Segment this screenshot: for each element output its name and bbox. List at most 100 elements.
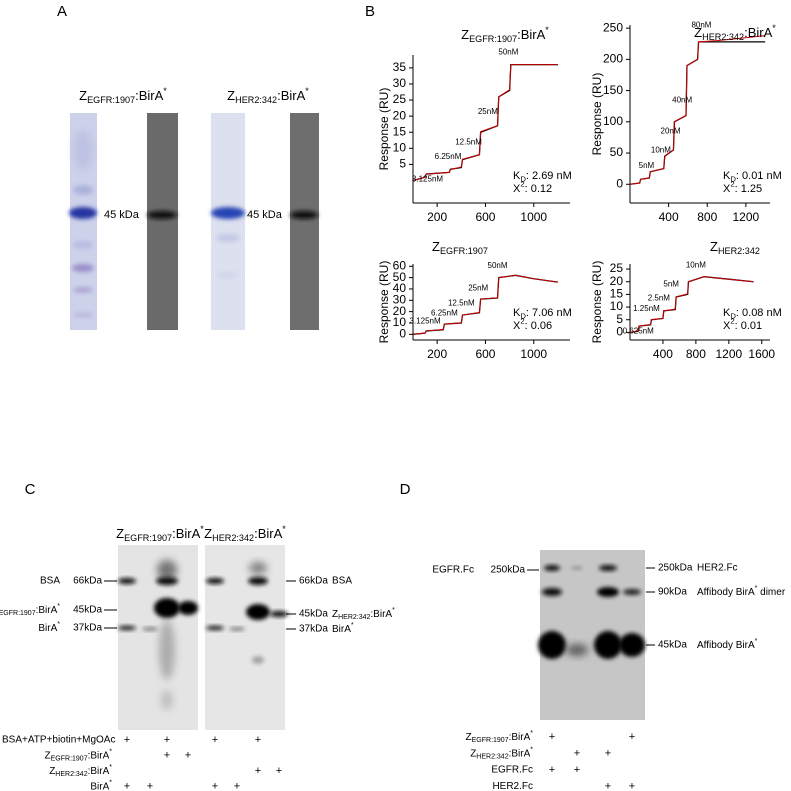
lane-mark: +: [605, 780, 611, 791]
x-tick-label: 400: [653, 347, 673, 361]
marker-name: HER2.Fc: [697, 563, 738, 574]
lane-mark: +: [124, 780, 130, 791]
sensorgram-line: [629, 276, 754, 333]
gel-title: ZHER2:342:BirA*: [204, 524, 286, 543]
y-tick-label: 60: [393, 258, 407, 272]
row-label-part: :BirA: [88, 766, 110, 777]
y-axis-label: Response (RU): [590, 261, 604, 344]
row-label-part: EGFR:1907: [472, 737, 509, 744]
gel-band: [72, 264, 94, 272]
y-axis-label: Response (RU): [377, 261, 391, 344]
gel-lane: [290, 113, 319, 330]
gel-band: [216, 234, 240, 242]
gel-title-part: *: [163, 86, 167, 96]
row-label: ZEGFR:1907:BirA*: [45, 748, 113, 762]
gel-lane: [211, 113, 245, 330]
y-tick-label: 50: [610, 145, 624, 159]
chi2-label-part: : 1.25: [735, 183, 763, 195]
y-tick-label: 30: [393, 292, 407, 306]
x-tick-label: 800: [686, 347, 706, 361]
gel-band: [290, 211, 318, 219]
gel-band: [619, 633, 645, 657]
sensorgram-line: [412, 274, 558, 335]
concentration-label: 25nM: [468, 284, 488, 293]
row-label-part: Z: [49, 766, 55, 777]
chi2-label-part: : 0.06: [525, 320, 553, 332]
y-tick-label: 20: [610, 274, 624, 288]
marker-size: 66kDa: [299, 576, 328, 587]
y-tick-label: 30: [393, 76, 407, 90]
row-label-part: :BirA: [509, 748, 531, 759]
chart-title-part: *: [545, 25, 549, 35]
row-label-part: Z: [45, 750, 51, 761]
x-tick-label: 800: [697, 210, 717, 224]
x-tick-label: 400: [659, 210, 679, 224]
row-label: ZHER2:342:BirA*: [470, 746, 533, 760]
row-label: EGFR.Fc: [491, 765, 533, 776]
row-label-part: Z: [466, 732, 472, 743]
chart-title-part: :BirA: [517, 27, 546, 42]
gel-band: [73, 312, 93, 318]
kd-label: KD: 0.08 nM: [723, 307, 782, 320]
gel-title: ZEGFR:1907:BirA*: [116, 524, 204, 543]
gel-title: ZHER2:342:BirA*: [227, 86, 309, 105]
concentration-label: 80nM: [691, 20, 711, 29]
lane-mark: +: [212, 734, 218, 746]
marker-size: 90kDa: [658, 587, 687, 598]
y-tick-label: 0: [616, 325, 623, 339]
gel-title-part: Z: [227, 88, 235, 103]
y-tick-label: 150: [603, 83, 623, 97]
row-label-part: :BirA: [88, 750, 110, 761]
lane-mark: +: [164, 749, 170, 761]
row-label-part: HER2:342: [55, 771, 87, 778]
marker-name-part: EGFR:1907: [0, 610, 36, 617]
y-tick-label: 0: [399, 327, 406, 341]
chi2-label-part: X: [723, 320, 731, 332]
gel-band: [248, 577, 268, 585]
y-tick-label: 35: [393, 60, 407, 74]
gel-title-part: *: [282, 524, 286, 534]
marker-size: 37kDa: [73, 623, 102, 634]
marker-size: 45kDa: [299, 609, 328, 620]
gel-band: [73, 287, 93, 293]
x-tick-label: 200: [427, 210, 447, 224]
kd-label-part: : 2.69 nM: [526, 170, 572, 182]
x-tick-label: 600: [475, 210, 495, 224]
marker-name: BSA: [332, 576, 352, 587]
x-tick-label: 600: [475, 347, 495, 361]
gel-band: [156, 577, 178, 585]
chi2-label-part: X: [513, 320, 521, 332]
concentration-label: 3.125nM: [412, 174, 443, 183]
chi2-label-part: 2: [520, 180, 524, 189]
marker-size: 45kDa: [658, 640, 687, 651]
gel-band: [157, 560, 177, 580]
row-label-part: *: [530, 730, 533, 737]
marker-label: 45 kDa: [247, 209, 283, 221]
chart-title-part: Z: [461, 27, 469, 42]
y-tick-label: 5: [616, 312, 623, 326]
gel-title-part: Z: [79, 88, 87, 103]
gel-band: [599, 565, 617, 571]
kd-label: KD: 0.01 nM: [723, 170, 782, 183]
concentration-label: 25nM: [478, 107, 498, 116]
gel-title-part: :BirA: [254, 526, 283, 541]
chi2-label: X2: 0.12: [513, 180, 552, 195]
y-tick-label: 50: [393, 270, 407, 284]
chart-title-part: HER2:342: [702, 32, 744, 42]
gel-title-part: Z: [204, 526, 212, 541]
marker-name-part: Z: [332, 609, 338, 620]
row-label-part: EGFR:1907: [51, 755, 88, 762]
y-tick-label: 20: [393, 304, 407, 318]
concentration-label: 5nM: [663, 280, 679, 289]
gel-band: [249, 562, 267, 574]
gel-title-part: :BirA: [135, 88, 164, 103]
gel-title: ZEGFR:1907:BirA*: [79, 86, 167, 105]
row-label-part: HER2:342: [476, 753, 508, 760]
marker-name-part: :BirA: [36, 605, 58, 616]
marker-size: 66kDa: [73, 576, 102, 587]
panel-label: C: [25, 481, 36, 498]
chi2-label-part: X: [513, 183, 521, 195]
row-label-part: *: [530, 746, 533, 753]
